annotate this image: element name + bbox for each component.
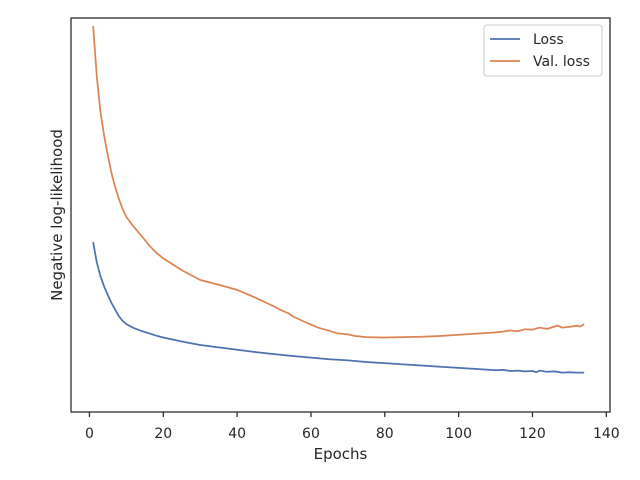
x-tick-label: 60 — [302, 426, 320, 442]
x-tick-label: 40 — [228, 426, 246, 442]
legend-label-val-loss: Val. loss — [533, 54, 590, 70]
series-layer — [92, 25, 585, 374]
x-tick-label: 140 — [593, 426, 620, 442]
plot-frame — [70, 17, 611, 413]
x-axis-ticks: 0 20 40 60 80 100 120 140 — [85, 412, 620, 442]
x-tick-label: 20 — [154, 426, 172, 442]
x-axis-label: Epochs — [314, 445, 368, 463]
x-tick-label: 100 — [445, 426, 472, 442]
x-tick-label: 0 — [85, 426, 94, 442]
legend-box — [483, 24, 603, 77]
legend: Loss Val. loss — [483, 24, 603, 77]
series-line-loss — [92, 242, 585, 374]
x-tick-label: 120 — [519, 426, 546, 442]
legend-label-loss: Loss — [533, 32, 564, 48]
series-line-val-loss — [92, 25, 585, 339]
x-tick-label: 80 — [376, 426, 394, 442]
y-axis-label: Negative log-likelihood — [48, 129, 66, 301]
